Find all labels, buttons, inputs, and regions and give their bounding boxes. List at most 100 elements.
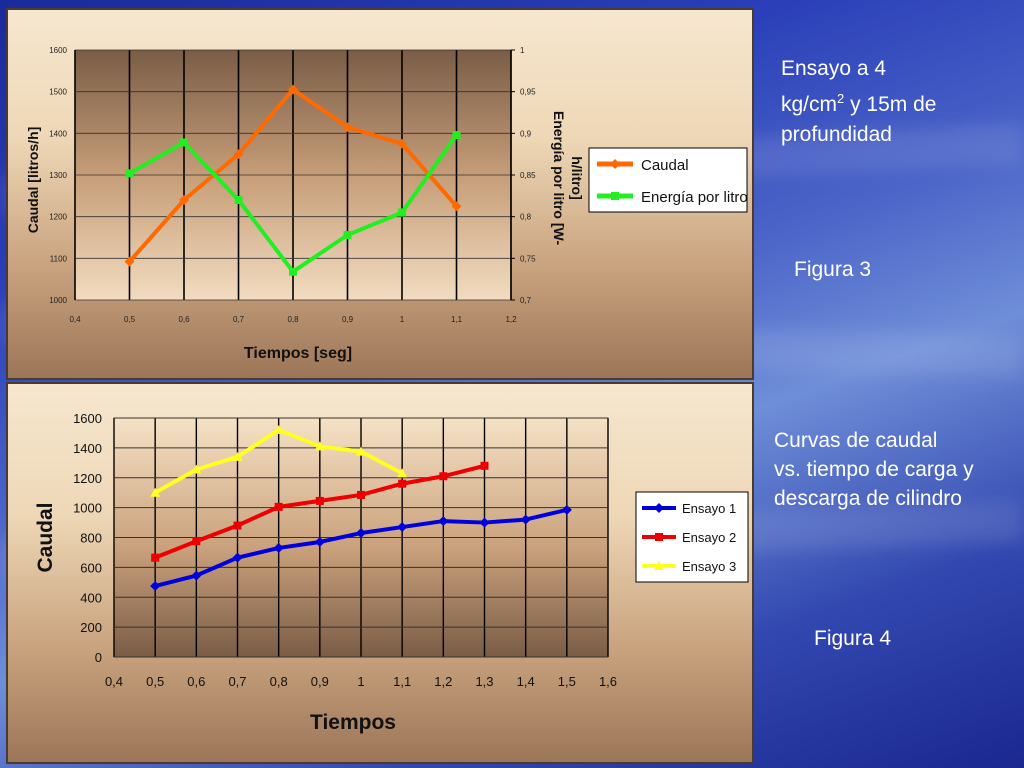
- x-axis-title: Tiempos [seg]: [244, 345, 352, 362]
- data-point: [150, 581, 161, 592]
- data-point: [179, 195, 189, 205]
- x-tick-label: 0,5: [124, 315, 136, 324]
- legend-label-1: Caudal: [641, 157, 689, 174]
- figure-3-label: Figura 3: [794, 258, 872, 281]
- x-tick-label: 0,6: [178, 315, 190, 324]
- x-tick-label: 1: [400, 315, 405, 324]
- data-point: [273, 424, 284, 434]
- y2-tick-label: 0,95: [520, 88, 536, 97]
- data-point: [357, 490, 365, 499]
- data-point: [232, 451, 243, 461]
- y-tick-label: 1200: [49, 213, 67, 222]
- data-point: [233, 521, 242, 530]
- data-point: [342, 122, 353, 133]
- legend-marker-3: [654, 561, 664, 570]
- test-conditions-title: Ensayo a 4 kg/cm2 y 15m de profundidad: [781, 54, 1017, 150]
- x-tick-label: 1,2: [505, 315, 517, 324]
- data-point: [479, 517, 490, 528]
- data-point: [151, 553, 160, 562]
- data-point: [125, 169, 134, 178]
- legend-label-2: Energía por litro: [641, 189, 748, 206]
- data-point: [289, 267, 297, 276]
- x-tick-label: 1,3: [475, 674, 493, 689]
- data-point: [192, 537, 201, 546]
- data-point: [233, 149, 244, 160]
- data-point: [397, 138, 407, 149]
- y-tick-label: 600: [80, 560, 102, 575]
- data-point: [561, 504, 572, 515]
- data-point: [180, 138, 188, 147]
- data-point: [398, 208, 406, 217]
- y-tick-label: 1100: [50, 254, 68, 263]
- x-tick-label: 1,6: [599, 674, 617, 689]
- x-tick-label: 1,5: [558, 674, 576, 689]
- data-point: [397, 522, 408, 533]
- x-tick-label: 0,7: [228, 674, 246, 689]
- x-tick-label: 1,1: [393, 674, 411, 689]
- y-tick-label: 1200: [73, 471, 102, 486]
- y-axis-title: Caudal [litros/h]: [25, 127, 41, 234]
- y-axis-title: Caudal: [34, 502, 57, 572]
- legend-marker-2: [655, 533, 663, 541]
- depth-text: y 15m de: [844, 93, 937, 116]
- data-point: [480, 461, 489, 470]
- title-line-2: kg/cm2 y 15m de: [781, 84, 1017, 120]
- y-tick-label: 1300: [49, 171, 67, 180]
- title-line-1: Ensayo a 4: [781, 57, 887, 80]
- y2-tick-label: 0,75: [520, 254, 536, 263]
- data-point: [451, 201, 462, 212]
- pressure-unit: kg/cm: [781, 93, 838, 116]
- unit-superscript: 2: [837, 91, 845, 106]
- title-line-3: profundidad: [781, 123, 892, 146]
- data-point: [356, 528, 366, 539]
- legend-box: [588, 147, 748, 213]
- data-point: [439, 472, 448, 481]
- x-tick-label: 0,4: [69, 315, 81, 324]
- x-tick-label: 1: [357, 674, 364, 689]
- y2-tick-label: 0,8: [520, 213, 532, 222]
- y-tick-label: 1400: [73, 441, 102, 456]
- data-point: [397, 468, 408, 478]
- chart-panel-figure-4: 0,4 0,5 0,6 0,7 0,8 0,9 1 1,1 1,2 1,3 1,4 1,5 1,6 0 20…: [6, 382, 754, 764]
- data-point: [234, 196, 243, 204]
- y2-axis-title-line-1: Energía por litro [W-: [551, 111, 567, 246]
- legend-marker-1: [654, 503, 664, 513]
- legend-marker-1: [610, 159, 620, 169]
- data-point: [438, 516, 449, 527]
- data-point: [124, 256, 135, 267]
- y-tick-label: 1000: [73, 501, 102, 516]
- figure-4-label: Figura 4: [814, 627, 892, 650]
- x-tick-label: 0,8: [287, 315, 299, 324]
- data-point: [232, 552, 243, 563]
- data-point: [356, 446, 366, 456]
- y-tick-label: 400: [80, 590, 102, 605]
- data-point: [288, 84, 298, 95]
- data-point: [191, 464, 202, 474]
- chart-panel-figure-3: 0,4 0,5 0,6 0,7 0,8 0,9 1 1,1 1,2 1000 1100 1200 130…: [6, 8, 754, 380]
- x-tick-label: 0,4: [105, 674, 123, 689]
- description-line-2: vs. tiempo de carga y: [774, 458, 974, 481]
- x-tick-label: 1,4: [517, 674, 535, 689]
- y2-tick-label: 0,85: [520, 171, 536, 180]
- data-point: [191, 570, 202, 581]
- y-tick-label: 200: [80, 620, 102, 635]
- data-point: [273, 542, 284, 553]
- y-tick-label: 1400: [49, 129, 67, 138]
- data-point: [452, 131, 461, 139]
- data-point: [315, 496, 324, 505]
- legend-marker-2: [611, 192, 619, 200]
- caudal-energia-chart: 0,4 0,5 0,6 0,7 0,8 0,9 1 1,1 1,2 1000 1100 1200 130…: [25, 46, 748, 362]
- x-tick-label: 1,1: [451, 315, 463, 324]
- data-point: [314, 536, 325, 547]
- x-axis-title: Tiempos: [310, 711, 396, 734]
- data-point: [398, 479, 407, 488]
- data-point: [520, 514, 531, 525]
- data-point: [274, 502, 283, 511]
- y-tick-label: 1600: [73, 411, 102, 426]
- x-tick-label: 0,5: [146, 674, 164, 689]
- legend-label-1: Ensayo 1: [682, 501, 736, 516]
- figure-4-description: Curvas de caudal vs. tiempo de carga y d…: [774, 426, 1020, 513]
- data-point: [150, 487, 161, 497]
- description-line-3: descarga de cilindro: [774, 487, 962, 510]
- description-line-1: Curvas de caudal: [774, 429, 938, 452]
